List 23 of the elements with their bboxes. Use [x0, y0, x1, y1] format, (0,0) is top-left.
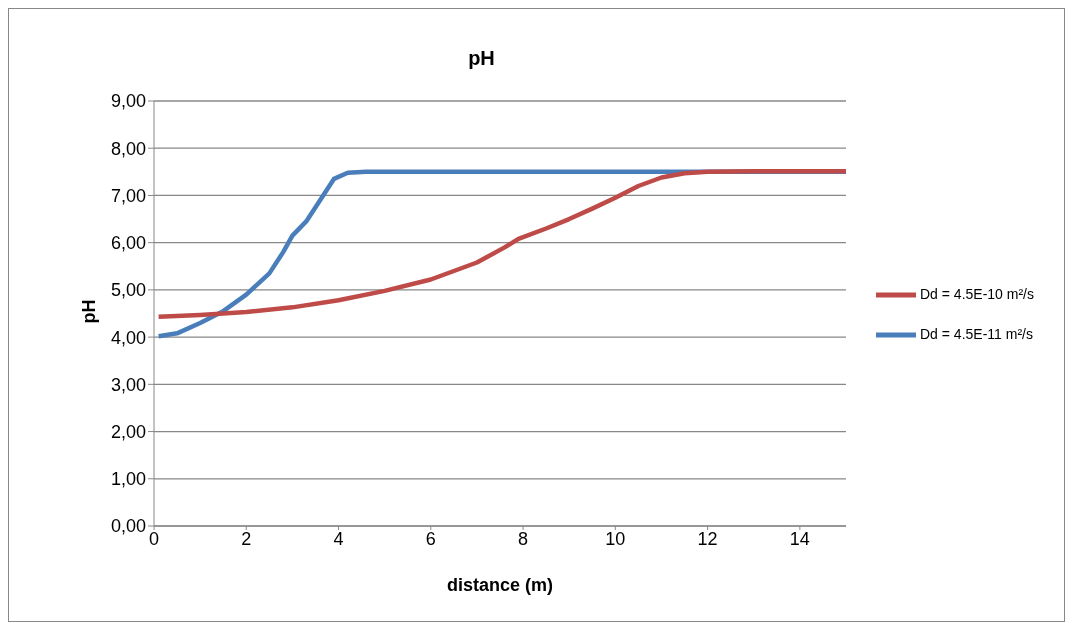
x-tick-label: 8 — [518, 528, 529, 549]
x-tick-label: 10 — [605, 528, 626, 549]
y-tick-label: 6,00 — [110, 233, 146, 254]
y-axis-title: pH — [79, 299, 100, 324]
x-tick-label: 14 — [789, 528, 810, 549]
x-axis-title: distance (m) — [446, 575, 554, 595]
y-tick-label: 9,00 — [110, 91, 146, 112]
y-tick-label: 4,00 — [110, 327, 146, 348]
chart-title: pH — [467, 47, 496, 70]
x-tick-label: 0 — [148, 528, 160, 549]
y-tick-label: 0,00 — [110, 516, 146, 537]
y-tick-label: 1,00 — [110, 469, 146, 490]
x-tick-label: 4 — [333, 528, 344, 549]
y-tick-label: 5,00 — [110, 280, 146, 301]
legend-label: Dd = 4.5E-10 m²/s — [920, 285, 1034, 302]
y-tick-label: 8,00 — [110, 138, 146, 159]
x-tick-label: 6 — [425, 528, 436, 549]
y-tick-label: 7,00 — [110, 185, 146, 206]
y-tick-label: 3,00 — [110, 374, 146, 395]
legend-label: Dd = 4.5E-11 m²/s — [920, 325, 1033, 342]
x-tick-label: 12 — [697, 528, 718, 549]
y-tick-label: 2,00 — [110, 421, 146, 442]
x-tick-label: 2 — [241, 528, 252, 549]
